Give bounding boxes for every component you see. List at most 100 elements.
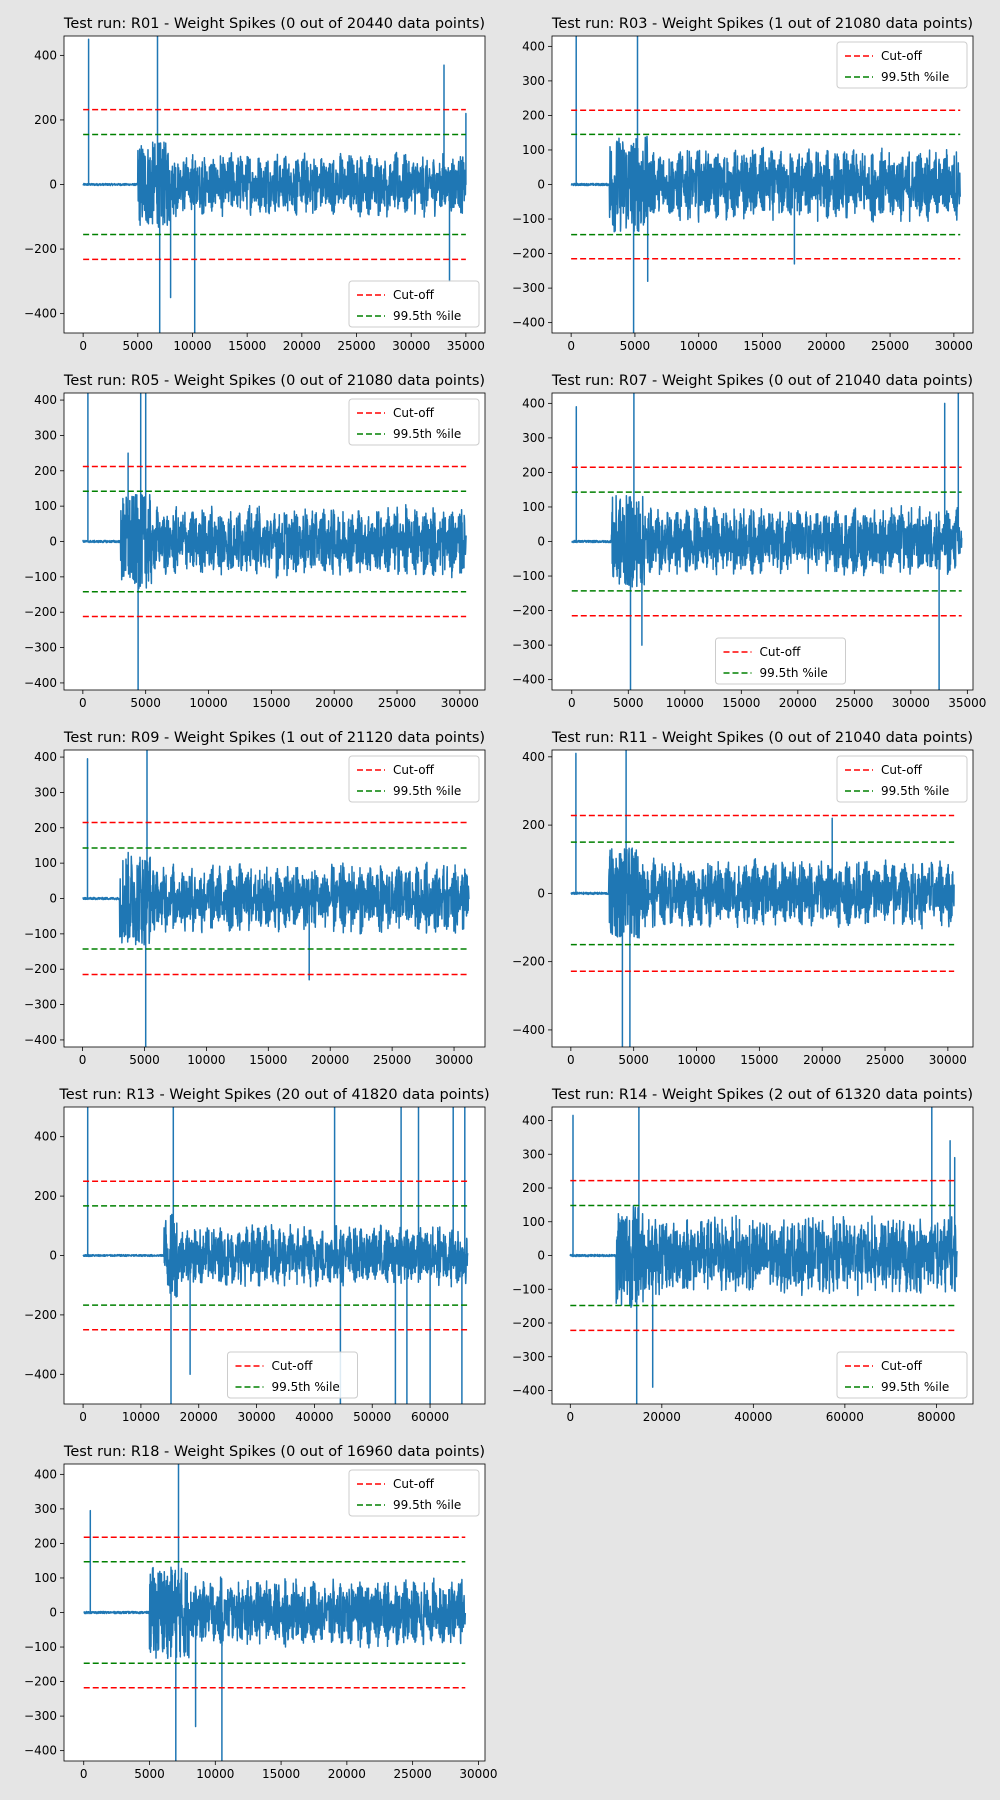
y-tick-label: 100 [34, 856, 57, 870]
y-tick-label: −200 [512, 1316, 545, 1330]
y-tick-label: 400 [522, 39, 545, 53]
legend-label-percentile: 99.5th %ile [393, 309, 461, 323]
signal-line [82, 750, 470, 1047]
x-tick-label: 0 [79, 696, 87, 710]
y-tick-label: −100 [24, 1640, 57, 1654]
y-tick-label: 400 [34, 48, 57, 62]
chart-panel: 0 5000 10000 15000 20000 25000 30000 35000 −400 −… [24, 16, 486, 353]
x-tick-label: 60000 [411, 1410, 449, 1424]
chart-panel: 0 5000 10000 15000 20000 25000 30000 35000 −400 −… [512, 373, 986, 710]
x-tick-label: 10000 [680, 339, 718, 353]
legend-label-cutoff: Cut-off [393, 406, 435, 420]
chart-title: Test run: R09 - Weight Spikes (1 out of … [63, 730, 485, 746]
y-tick-label: 300 [522, 1147, 545, 1161]
chart-title: Test run: R11 - Weight Spikes (0 out of … [551, 730, 973, 746]
legend: Cut-off 99.5th %ile [227, 1351, 358, 1399]
y-tick-label: −100 [512, 212, 545, 226]
signal-line [82, 393, 467, 690]
y-tick-label: 100 [522, 1215, 545, 1229]
legend: Cut-off 99.5th %ile [836, 755, 968, 803]
y-tick-label: −200 [24, 1308, 57, 1322]
y-tick-label: 400 [522, 396, 545, 410]
legend: Cut-off 99.5th %ile [715, 637, 846, 685]
x-tick-label: 20000 [311, 1053, 349, 1067]
x-tick-label: 50000 [353, 1410, 391, 1424]
x-tick-label: 15000 [743, 339, 781, 353]
chart-title: Test run: R03 - Weight Spikes (1 out of … [551, 16, 973, 32]
x-tick-label: 0 [79, 339, 87, 353]
x-tick-label: 25000 [373, 1053, 411, 1067]
y-tick-label: 400 [522, 750, 545, 764]
y-tick-label: 200 [34, 821, 57, 835]
x-tick-label: 25000 [866, 1053, 904, 1067]
y-tick-label: 0 [49, 1606, 57, 1620]
signal-line [571, 393, 963, 690]
legend-box [715, 637, 846, 685]
plot-layer [82, 1107, 469, 1404]
x-tick-label: 0 [79, 1053, 87, 1067]
chart-title: Test run: R07 - Weight Spikes (0 out of … [551, 373, 973, 389]
x-tick-label: 10000 [173, 339, 211, 353]
x-tick-label: 25000 [871, 339, 909, 353]
x-tick-label: 40000 [295, 1410, 333, 1424]
x-tick-label: 80000 [917, 1410, 955, 1424]
y-tick-label: −300 [512, 1350, 545, 1364]
y-tick-label: −200 [24, 242, 57, 256]
x-tick-label: 15000 [252, 696, 290, 710]
signal-line [82, 36, 467, 333]
x-tick-label: 20000 [315, 696, 353, 710]
axes-frame [551, 749, 974, 1048]
y-tick-label: −300 [24, 1709, 57, 1723]
x-tick-label: 20000 [643, 1410, 681, 1424]
y-tick-label: 300 [34, 1502, 57, 1516]
y-tick-label: 200 [522, 818, 545, 832]
y-tick-label: 0 [49, 535, 57, 549]
chart-panel: 0 10000 20000 30000 40000 50000 60000 −400 −200 0… [24, 1087, 490, 1424]
x-tick-label: 30000 [935, 339, 973, 353]
y-tick-label: 300 [522, 74, 545, 88]
x-tick-label: 15000 [228, 339, 266, 353]
legend-label-percentile: 99.5th %ile [393, 1498, 461, 1512]
y-tick-label: −100 [24, 570, 57, 584]
legend-label-percentile: 99.5th %ile [272, 1380, 340, 1394]
legend-label-cutoff: Cut-off [881, 1359, 923, 1373]
x-tick-label: 10000 [189, 696, 227, 710]
y-tick-label: −400 [24, 1033, 57, 1047]
x-tick-label: 5000 [613, 696, 644, 710]
y-tick-label: 400 [522, 1114, 545, 1128]
x-tick-label: 15000 [262, 1767, 300, 1781]
legend: Cut-off 99.5th %ile [348, 280, 480, 328]
x-tick-label: 30000 [929, 1053, 967, 1067]
y-tick-label: 200 [34, 113, 57, 127]
legend-label-cutoff: Cut-off [393, 288, 435, 302]
signal-line [82, 1107, 469, 1404]
legend-box [836, 41, 968, 89]
chart-panel: 0 5000 10000 15000 20000 25000 30000 −400 −300 −2… [24, 373, 486, 710]
x-tick-label: 20000 [807, 339, 845, 353]
chart-title: Test run: R14 - Weight Spikes (2 out of … [551, 1087, 973, 1103]
legend-label-cutoff: Cut-off [272, 1359, 314, 1373]
x-tick-label: 30000 [441, 696, 479, 710]
chart-title: Test run: R13 - Weight Spikes (20 out of… [58, 1087, 489, 1103]
x-tick-label: 60000 [826, 1410, 864, 1424]
x-tick-label: 25000 [394, 1767, 432, 1781]
chart-panel: 0 5000 10000 15000 20000 25000 30000 −400 −300 −2… [24, 730, 486, 1067]
legend-label-percentile: 99.5th %ile [881, 784, 949, 798]
x-tick-label: 5000 [620, 339, 651, 353]
x-tick-label: 5000 [618, 1053, 649, 1067]
y-tick-label: 300 [522, 431, 545, 445]
x-tick-label: 10000 [677, 1053, 715, 1067]
x-tick-label: 25000 [835, 696, 873, 710]
signal-line [570, 750, 955, 1047]
x-tick-label: 10000 [122, 1410, 160, 1424]
x-tick-label: 30000 [892, 696, 930, 710]
y-tick-label: 300 [34, 785, 57, 799]
x-tick-label: 5000 [129, 1053, 160, 1067]
y-tick-label: 0 [49, 1249, 57, 1263]
y-tick-label: −100 [512, 569, 545, 583]
y-tick-label: 100 [34, 1571, 57, 1585]
x-tick-label: 0 [568, 696, 576, 710]
x-tick-label: 30000 [237, 1410, 275, 1424]
legend: Cut-off 99.5th %ile [348, 755, 480, 803]
